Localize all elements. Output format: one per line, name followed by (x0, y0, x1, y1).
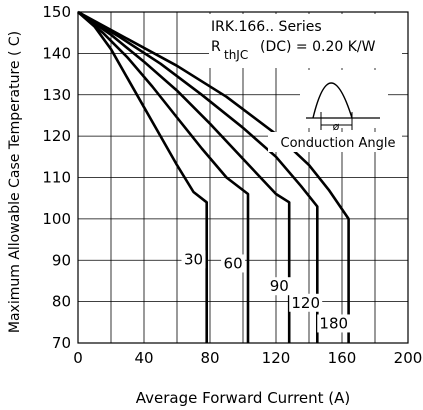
x-tick-label: 160 (328, 349, 357, 367)
rthjc-prefix: R (211, 39, 221, 55)
annotation-background (209, 14, 402, 68)
inset-label-background (268, 132, 402, 152)
annotation-block: IRK.166.. Series R thJC (DC) = 0.20 K/W (209, 14, 402, 68)
inset-background (300, 70, 388, 128)
x-tick-label: 0 (73, 349, 83, 367)
y-tick-labels: 70 80 90 100 110 120 130 140 150 (42, 3, 71, 352)
series-line-30 (77, 11, 208, 343)
curve-label-background (221, 254, 246, 273)
x-tick-label: 40 (134, 349, 153, 367)
curve-label-180: 180 (319, 314, 348, 332)
x-tick-label: 120 (262, 349, 291, 367)
y-tick-label: 90 (52, 251, 71, 269)
y-tick-label: 100 (42, 210, 71, 228)
inset-label: Conduction Angle (281, 136, 396, 151)
x-tick-label: 200 (394, 349, 423, 367)
y-tick-label: 130 (42, 86, 71, 104)
x-tick-labels: 0 40 80 120 160 200 (73, 349, 422, 367)
curve-label-background (317, 314, 351, 333)
curve-label-background (267, 277, 292, 296)
y-tick-label: 70 (52, 334, 71, 352)
inset-phi: ø (333, 120, 340, 133)
rthjc-value: (DC) = 0.20 K/W (260, 39, 376, 55)
series-title: IRK.166.. Series (211, 19, 322, 35)
curve-label-30: 30 (184, 250, 203, 268)
y-axis-label: Maximum Allowable Case Temperature ( C) (7, 31, 23, 333)
series-line-90 (77, 10, 291, 343)
x-axis-label: Average Forward Current (A) (136, 389, 351, 407)
x-tick-label: 80 (200, 349, 219, 367)
y-tick-label: 140 (42, 44, 71, 62)
curve-label-background (181, 250, 206, 269)
plot-frame (77, 11, 409, 344)
series-line-60 (77, 11, 250, 343)
curve-label-60: 60 (224, 254, 243, 272)
series-line-120 (77, 10, 319, 343)
inset-half-sine (312, 82, 353, 119)
y-tick-label: 110 (42, 169, 71, 187)
curve-label-background (289, 293, 323, 312)
rthjc-subscript: thJC (224, 48, 248, 62)
y-tick-label: 120 (42, 127, 71, 145)
y-tick-label: 80 (52, 293, 71, 311)
conduction-angle-inset: ø Conduction Angle (268, 70, 402, 152)
curve-label-120: 120 (291, 294, 320, 312)
curve-label-90: 90 (270, 277, 289, 295)
y-tick-label: 150 (42, 3, 71, 21)
